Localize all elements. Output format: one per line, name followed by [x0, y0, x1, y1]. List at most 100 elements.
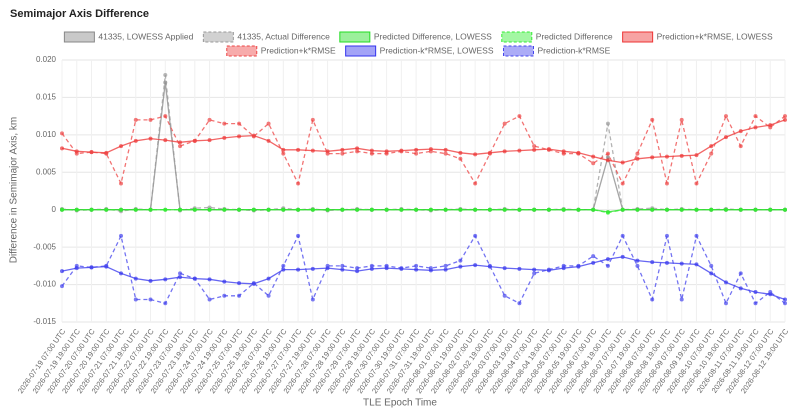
- data-point: [532, 147, 537, 152]
- data-point: [340, 267, 345, 272]
- data-point: [340, 207, 345, 212]
- data-point: [251, 134, 256, 139]
- data-point: [650, 297, 655, 302]
- data-point: [458, 264, 463, 269]
- data-point: [266, 138, 271, 143]
- data-point: [74, 151, 79, 156]
- data-point: [605, 158, 610, 163]
- data-point: [738, 286, 743, 291]
- data-point: [369, 263, 374, 268]
- data-point: [355, 146, 360, 151]
- data-point: [148, 297, 153, 302]
- data-point: [133, 207, 138, 212]
- data-point: [502, 207, 507, 212]
- data-point: [635, 156, 640, 161]
- series: [60, 233, 787, 306]
- data-point: [502, 266, 507, 271]
- data-point: [325, 263, 330, 268]
- data-point: [517, 114, 522, 119]
- x-axis-title: TLE Epoch Time: [363, 398, 437, 409]
- data-point: [222, 293, 227, 298]
- data-point: [222, 279, 227, 284]
- data-point: [458, 156, 463, 161]
- data-point: [783, 207, 787, 212]
- legend-label: Prediction-k*RMSE: [537, 45, 610, 55]
- legend-label: Predicted Difference: [536, 31, 613, 41]
- data-point: [487, 151, 492, 156]
- y-tick-label: 0: [52, 205, 57, 214]
- data-point: [207, 277, 212, 282]
- data-point: [266, 121, 271, 126]
- legend-label: Prediction+k*RMSE: [261, 45, 336, 55]
- data-point: [620, 233, 625, 238]
- legend-label: Prediction+k*RMSE, LOWESS: [657, 31, 773, 41]
- data-point: [60, 269, 64, 274]
- data-point: [296, 207, 301, 212]
- data-point: [664, 260, 669, 265]
- data-point: [502, 293, 507, 298]
- data-point: [414, 147, 419, 152]
- series: [60, 72, 787, 214]
- data-point: [532, 144, 537, 149]
- data-point: [207, 138, 212, 143]
- data-point: [635, 207, 640, 212]
- data-point: [384, 263, 389, 268]
- data-point: [709, 151, 714, 156]
- data-point: [443, 263, 448, 268]
- data-point: [546, 267, 551, 272]
- y-tick-label: -0.010: [33, 280, 56, 289]
- data-point: [60, 146, 64, 151]
- data-point: [399, 266, 404, 271]
- data-point: [546, 147, 551, 152]
- data-point: [694, 153, 699, 158]
- legend-item: Prediction+k*RMSE, LOWESS: [622, 31, 773, 43]
- data-point: [237, 207, 242, 212]
- data-point: [709, 271, 714, 276]
- data-point: [222, 121, 227, 126]
- data-point: [281, 263, 286, 268]
- data-point: [517, 301, 522, 306]
- data-point: [74, 207, 79, 212]
- y-tick-label: 0.020: [36, 55, 57, 64]
- data-point: [738, 207, 743, 212]
- data-point: [266, 293, 271, 298]
- data-point: [148, 207, 153, 212]
- y-tick-label: -0.015: [33, 317, 56, 326]
- y-tick-label: -0.005: [33, 242, 56, 251]
- data-point: [428, 207, 433, 212]
- data-point: [369, 151, 374, 156]
- data-point: [163, 277, 168, 282]
- data-point: [104, 263, 109, 268]
- data-point: [89, 150, 94, 155]
- data-point: [428, 149, 433, 154]
- data-point: [104, 151, 109, 156]
- data-point: [310, 117, 315, 122]
- series-line: [61, 256, 786, 301]
- data-point: [664, 207, 669, 212]
- data-point: [192, 207, 197, 212]
- data-point: [89, 207, 94, 212]
- data-point: [605, 155, 610, 160]
- data-point: [207, 207, 212, 212]
- legend-item: Predicted Difference, LOWESS: [339, 31, 492, 43]
- data-point: [591, 260, 596, 265]
- data-point: [517, 148, 522, 153]
- data-point: [605, 121, 610, 126]
- data-point: [679, 117, 684, 122]
- data-point: [355, 207, 360, 212]
- data-point: [384, 151, 389, 156]
- y-axis-title: Difference in Semimajor Axis, km: [9, 117, 20, 264]
- data-point: [119, 181, 124, 186]
- legend-item: Prediction+k*RMSE: [226, 45, 336, 57]
- data-point: [443, 151, 448, 156]
- data-point: [517, 207, 522, 212]
- legend-item: Prediction-k*RMSE: [502, 45, 611, 57]
- data-point: [296, 267, 301, 272]
- data-point: [340, 147, 345, 152]
- data-point: [694, 233, 699, 238]
- data-point: [561, 151, 566, 156]
- data-point: [473, 207, 478, 212]
- data-point: [473, 263, 478, 268]
- data-point: [133, 297, 138, 302]
